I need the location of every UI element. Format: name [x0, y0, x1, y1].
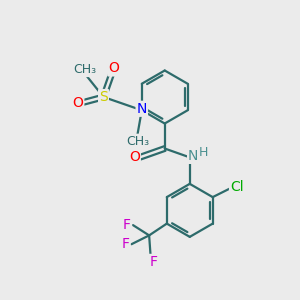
Text: O: O: [108, 61, 119, 75]
Text: S: S: [99, 90, 108, 104]
Text: F: F: [122, 237, 130, 251]
Text: N: N: [188, 149, 199, 163]
Text: H: H: [199, 146, 208, 159]
Text: CH₃: CH₃: [126, 135, 149, 148]
Text: Cl: Cl: [230, 180, 244, 194]
Text: O: O: [72, 96, 83, 110]
Text: O: O: [129, 150, 140, 164]
Text: F: F: [123, 218, 131, 232]
Text: CH₃: CH₃: [73, 63, 96, 76]
Text: N: N: [136, 102, 147, 116]
Text: F: F: [150, 255, 158, 269]
